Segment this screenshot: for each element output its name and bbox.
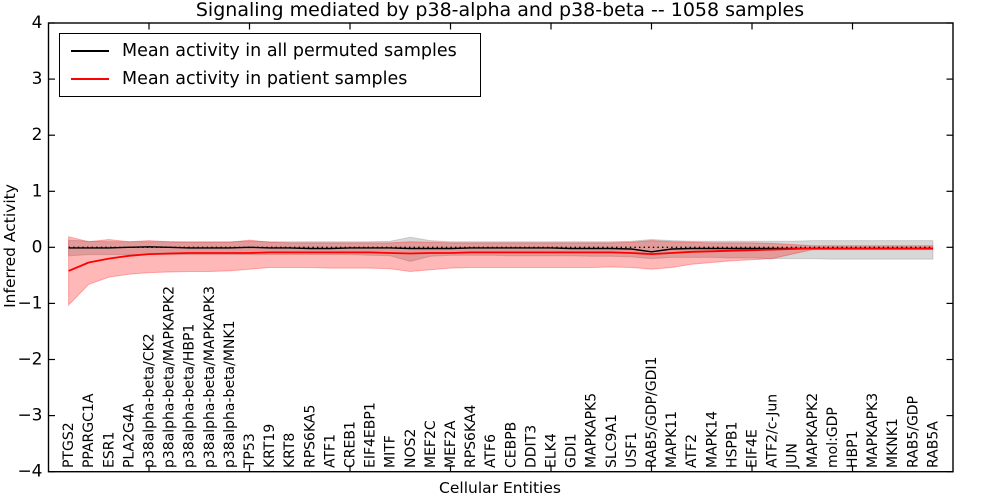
x-category-label: TP53 xyxy=(242,433,258,469)
patient-line-swatch xyxy=(71,78,109,80)
permuted-line-swatch xyxy=(71,50,109,52)
x-category-label: p38alpha-beta/HBP1 xyxy=(182,324,198,468)
x-category-label: MAPK11 xyxy=(664,411,680,468)
legend: Mean activity in all permuted samples Me… xyxy=(59,33,481,97)
x-category-label: DDIT3 xyxy=(523,425,539,468)
x-category-label: ESR1 xyxy=(101,432,117,468)
x-category-label: PPARGC1A xyxy=(81,393,97,468)
x-category-label: ATF2/c-Jun xyxy=(765,394,781,468)
x-category-label: KRT8 xyxy=(282,433,298,468)
x-category-label: RAB5/GDP/GDI1 xyxy=(644,357,660,468)
gray-band xyxy=(68,236,934,262)
x-category-label: ATF2 xyxy=(684,434,700,468)
x-category-label: JUN xyxy=(785,443,801,469)
x-category-label: MAPKAPK3 xyxy=(865,393,881,468)
x-category-label: ELK4 xyxy=(544,433,560,468)
x-category-label: MAPKAPK5 xyxy=(584,393,600,468)
x-category-label: GDI1 xyxy=(564,433,580,468)
x-category-label: EIF4EBP1 xyxy=(363,402,379,468)
x-category-label: EIF4E xyxy=(745,429,761,468)
x-category-label: p38alpha-beta/MAPKAPK3 xyxy=(202,286,218,468)
x-category-label: ATF6 xyxy=(483,434,499,468)
y-axis-label: Inferred Activity xyxy=(1,184,19,308)
y-tick-label: 0 xyxy=(32,237,43,257)
x-category-label: mol:GDP xyxy=(825,407,841,468)
legend-label: Mean activity in patient samples xyxy=(122,69,408,89)
x-category-label: SLC9A1 xyxy=(604,414,620,468)
y-tick-label: −3 xyxy=(17,406,42,426)
x-category-label: MITF xyxy=(383,435,399,468)
x-category-label: CEBPB xyxy=(503,422,519,468)
x-category-label: KRT19 xyxy=(262,424,278,468)
patient-mean-line xyxy=(68,247,933,272)
x-category-label: HSPB1 xyxy=(724,422,740,468)
x-category-label: PTGS2 xyxy=(61,422,77,468)
x-category-label: HBP1 xyxy=(845,431,861,468)
x-category-label: MEF2A xyxy=(443,420,459,468)
x-category-label: CREB1 xyxy=(343,421,359,468)
x-category-label: MAPK14 xyxy=(704,411,720,468)
x-category-label: PLA2G4A xyxy=(121,403,137,468)
y-tick-label: 2 xyxy=(32,125,43,145)
y-tick-label: 3 xyxy=(32,69,43,89)
red-band xyxy=(68,236,934,307)
x-category-label: MKNK1 xyxy=(885,418,901,468)
x-category-label: RAB5/GDP xyxy=(905,396,921,468)
x-category-label: NOS2 xyxy=(403,429,419,468)
y-tick-label: −1 xyxy=(17,293,42,313)
y-tick-label: 1 xyxy=(32,181,43,201)
x-category-label: p38alpha-beta/MAPKAPK2 xyxy=(162,286,178,468)
chart-title: Signaling mediated by p38-alpha and p38-… xyxy=(195,0,805,21)
legend-item-permuted: Mean activity in all permuted samples xyxy=(71,41,480,61)
y-tick-label: 4 xyxy=(32,13,43,33)
x-category-label: RPS6KA5 xyxy=(302,405,318,468)
legend-label: Mean activity in all permuted samples xyxy=(122,41,457,61)
x-category-label: MEF2C xyxy=(423,420,439,468)
x-category-label: RAB5A xyxy=(925,421,941,468)
x-axis-label: Cellular Entities xyxy=(439,479,561,497)
legend-item-patient: Mean activity in patient samples xyxy=(71,69,480,89)
y-tick-label: −4 xyxy=(17,462,42,482)
x-category-label: p38alpha-beta/MNK1 xyxy=(222,321,238,469)
x-category-label: ATF1 xyxy=(322,434,338,468)
x-category-label: p38alpha-beta/CK2 xyxy=(142,333,158,468)
y-tick-label: −2 xyxy=(17,350,42,370)
x-category-label: RPS6KA4 xyxy=(463,405,479,468)
x-category-label: USF1 xyxy=(624,432,640,468)
x-category-label: MAPKAPK2 xyxy=(805,393,821,468)
